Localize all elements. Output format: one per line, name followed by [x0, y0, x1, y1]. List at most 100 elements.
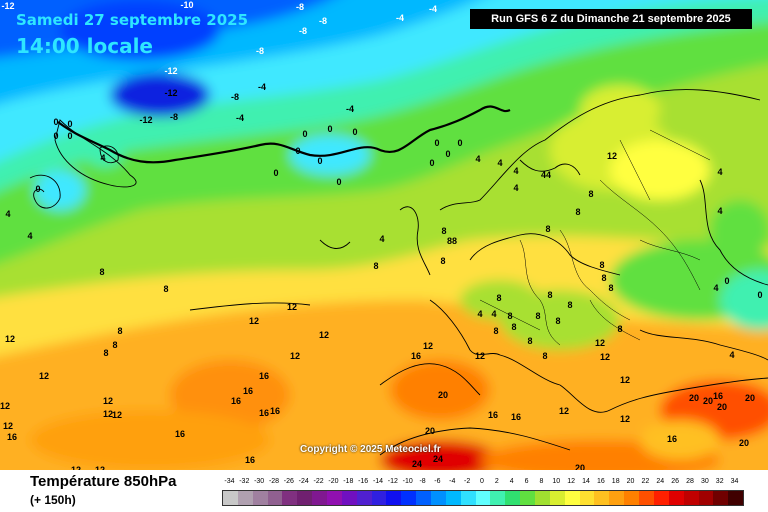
isotherm-value-label: 8	[163, 284, 168, 294]
scale-swatch	[683, 491, 699, 505]
scale-swatch	[297, 491, 313, 505]
isotherm-value-label: -12	[164, 88, 177, 98]
isotherm-value-label: 0	[317, 156, 322, 166]
isotherm-value-label: 8	[599, 260, 604, 270]
scale-label: 30	[700, 478, 709, 485]
isotherm-value-label: 20	[703, 396, 713, 406]
isotherm-value-label: 4	[713, 283, 718, 293]
isotherm-value-label: 0	[434, 138, 439, 148]
isotherm-value-label: 16	[231, 396, 241, 406]
isotherm-value-label: 8	[601, 273, 606, 283]
isotherm-value-label: -12	[139, 115, 152, 125]
isotherm-value-label: -4	[396, 13, 404, 23]
isotherm-value-label: 0	[273, 168, 278, 178]
isotherm-value-label: -8	[231, 92, 239, 102]
isotherm-value-label: 16	[175, 429, 185, 439]
scale-label: 16	[596, 478, 605, 485]
isotherm-value-label: -4	[258, 82, 266, 92]
scale-label: -22	[313, 478, 324, 485]
isotherm-value-label: 0	[352, 127, 357, 137]
scale-label: 24	[656, 478, 665, 485]
scale-swatch	[431, 491, 446, 505]
scale-swatch	[713, 491, 729, 505]
scale-label: 26	[671, 478, 680, 485]
isotherm-value-label: 0	[67, 119, 72, 129]
forecast-offset: (+ 150h)	[30, 493, 76, 507]
scale-swatch	[505, 491, 521, 505]
isotherm-value-label: 8	[588, 189, 593, 199]
zero-isotherm	[57, 105, 511, 164]
isotherm-value-label: 12	[95, 465, 105, 470]
scale-swatch	[594, 491, 610, 505]
isotherm-value-label: 16	[511, 412, 521, 422]
forecast-date: Samedi 27 septembre 2025	[16, 11, 249, 29]
isotherm-value-label: 16	[7, 432, 17, 442]
scale-label: 10	[552, 478, 561, 485]
isotherm-value-label: 4	[729, 350, 734, 360]
scale-swatch	[416, 491, 432, 505]
scale-label: -8	[419, 478, 426, 485]
forecast-time: 14:00 locale	[16, 34, 153, 58]
isotherm-value-label: 16	[259, 371, 269, 381]
isotherm-value-label: 4	[497, 158, 502, 168]
scale-label: 2	[494, 478, 499, 485]
isotherm-value-label: 12	[600, 352, 610, 362]
isotherm-value-label: 8	[567, 300, 572, 310]
copyright-text: Copyright © 2025 Meteociel.fr	[300, 444, 441, 455]
scale-label: -16	[358, 478, 369, 485]
isotherm-value-label: 0	[429, 158, 434, 168]
isotherm-value-label: -8	[170, 112, 178, 122]
isotherm-value-label: 8	[575, 207, 580, 217]
isotherm-value-label: 8	[493, 326, 498, 336]
isotherm-value-label: 0	[53, 131, 58, 141]
color-scale-bar	[222, 490, 744, 506]
isotherm-value-label: 0	[295, 146, 300, 156]
scale-swatch	[327, 491, 342, 505]
isotherm-value-label: 12	[595, 338, 605, 348]
scale-label: -2	[464, 478, 471, 485]
isotherm-value-label: 16	[270, 406, 280, 416]
isotherm-value-label: 16	[713, 391, 723, 401]
scale-label: -30	[254, 478, 265, 485]
isotherm-value-label: 16	[243, 386, 253, 396]
isotherm-value-label: 4	[5, 209, 10, 219]
isotherm-value-label: 8	[496, 293, 501, 303]
scale-swatch	[386, 491, 402, 505]
isotherm-value-label: 0	[53, 117, 58, 127]
scale-swatch	[698, 491, 714, 505]
isotherm-value-label: 8	[547, 290, 552, 300]
scale-label: 6	[524, 478, 529, 485]
scale-swatch	[728, 491, 744, 505]
scale-swatch	[356, 491, 372, 505]
isotherm-value-label: 0	[302, 129, 307, 139]
isotherm-value-label: 12	[71, 465, 81, 470]
isotherm-value-label: 8	[373, 261, 378, 271]
isotherm-value-label: 8	[99, 267, 104, 277]
isotherm-value-label: 20	[745, 393, 755, 403]
isotherm-value-label: 0	[336, 177, 341, 187]
scale-swatch	[668, 491, 684, 505]
scale-swatch	[609, 491, 625, 505]
scale-swatch	[460, 491, 476, 505]
scale-swatch	[401, 491, 417, 505]
scale-swatch	[639, 491, 654, 505]
isotherm-value-label: 4	[100, 153, 105, 163]
isotherm-value-label: -8	[299, 26, 307, 36]
scale-label: 4	[509, 478, 514, 485]
scale-swatch	[549, 491, 565, 505]
isotherm-value-label: -4	[429, 4, 437, 14]
temperature-field	[0, 0, 768, 470]
scale-label: -32	[239, 478, 250, 485]
isotherm-value-label: 12	[103, 409, 113, 419]
isotherm-value-label: 12	[39, 371, 49, 381]
scale-label: -34	[224, 478, 235, 485]
isotherm-value-label: 12	[423, 341, 433, 351]
scale-label: 20	[626, 478, 635, 485]
scale-label: 18	[611, 478, 620, 485]
scale-label: -12	[387, 478, 398, 485]
scale-swatch	[579, 491, 595, 505]
isotherm-value-label: 8	[535, 311, 540, 321]
scale-label: 32	[715, 478, 724, 485]
coastlines	[29, 89, 768, 456]
isotherm-value-label: 0	[457, 138, 462, 148]
